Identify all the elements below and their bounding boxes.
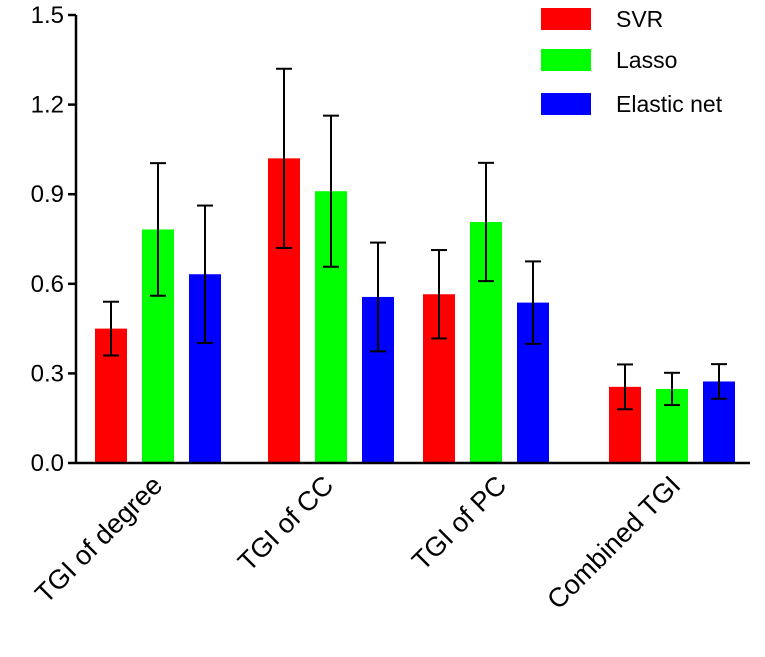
legend-label-elastic-net: Elastic net <box>616 91 723 117</box>
x-category-label-0: TGI of degree <box>29 470 168 609</box>
x-category-label-1: TGI of CC <box>232 470 339 577</box>
legend-swatch-lasso <box>541 49 591 71</box>
bars-layer <box>95 158 735 464</box>
legend-label-svr: SVR <box>616 6 663 32</box>
legend-swatch-elastic-net <box>541 93 591 115</box>
y-tick-label-3: 0.9 <box>31 181 64 208</box>
y-tick-label-5: 1.5 <box>31 2 64 29</box>
y-tick-label-4: 1.2 <box>31 92 64 119</box>
y-tick-label-0: 0.0 <box>31 450 64 477</box>
legend-swatch-svr <box>541 8 591 30</box>
x-category-label-3: Combined TGI <box>541 470 686 615</box>
error-bars-layer <box>103 67 727 411</box>
legend-label-lasso: Lasso <box>616 47 677 73</box>
x-category-label-2: TGI of PC <box>406 470 512 576</box>
legend: SVR Lasso Elastic net <box>541 6 723 117</box>
y-tick-label-1: 0.3 <box>31 360 64 387</box>
y-tick-label-2: 0.6 <box>31 271 64 298</box>
